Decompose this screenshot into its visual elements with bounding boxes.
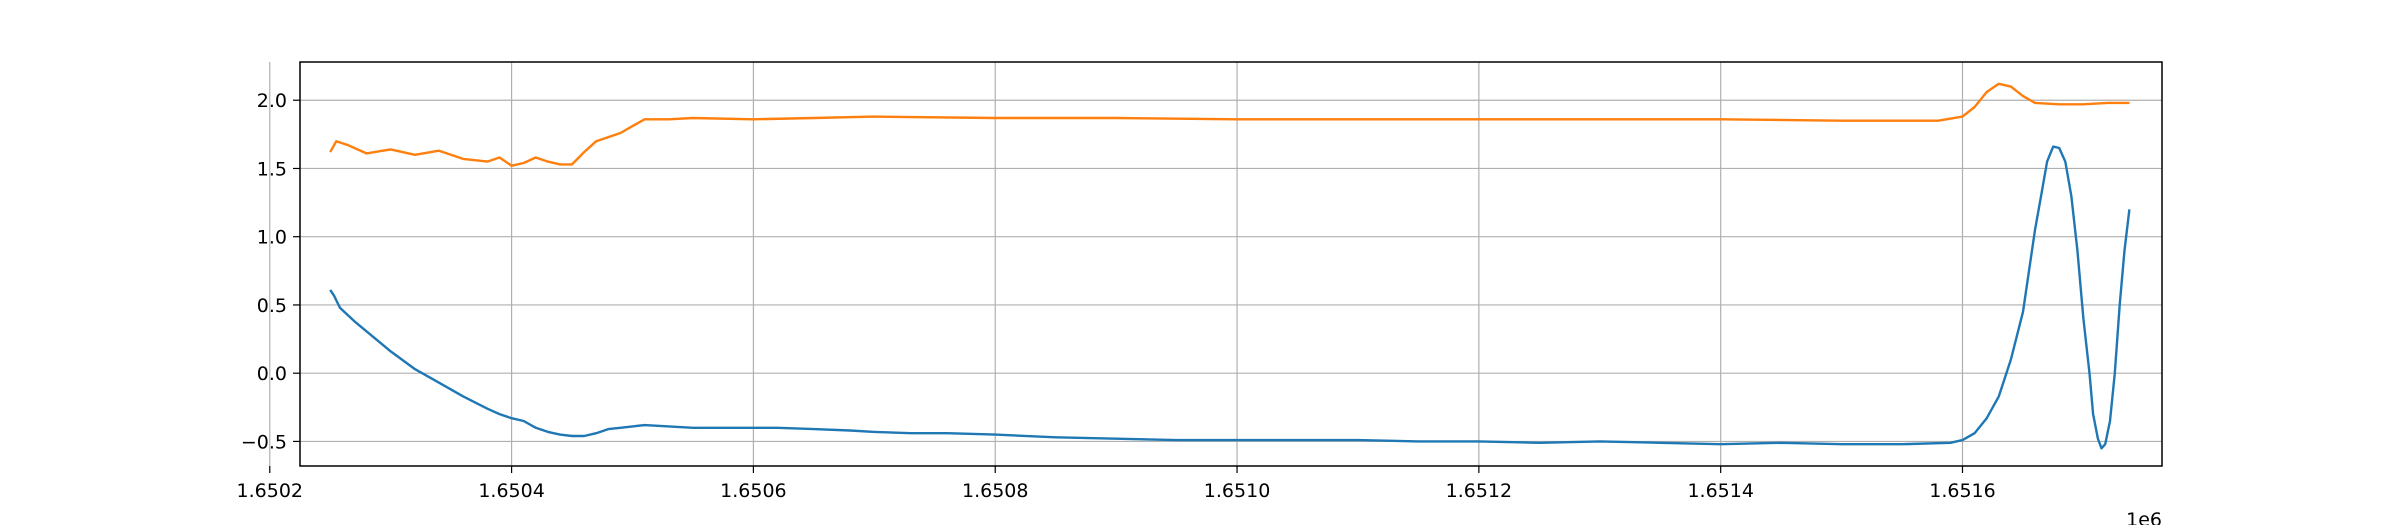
x-tick-label: 1.6502 (237, 480, 303, 502)
y-tick-label: 0.0 (257, 363, 287, 385)
x-tick-label: 1.6516 (1929, 480, 1995, 502)
grid (269, 62, 2162, 466)
x-offset-label: 1e6 (2126, 509, 2162, 525)
y-tick-label: 0.5 (257, 295, 287, 317)
y-tick-label: −0.5 (241, 431, 287, 453)
y-tick-label: 1.5 (257, 158, 287, 180)
x-tick-label: 1.6506 (720, 480, 786, 502)
x-tick-label: 1.6510 (1204, 480, 1270, 502)
x-tick-label: 1.6508 (962, 480, 1028, 502)
x-tick-label: 1.6504 (478, 480, 544, 502)
x-axis: 1.6502 1.6504 1.6506 1.6508 1.6510 1.6512 1.65… (237, 466, 1996, 502)
axes-frame (299, 61, 2163, 467)
plot-lines (329, 82, 2131, 450)
x-tick-label: 1.6512 (1446, 480, 1512, 502)
y-axis: −0.5 0.0 0.5 1.0 1.5 2.0 (241, 90, 300, 453)
series-line-2 (329, 82, 2130, 167)
x-tick-label: 1.6514 (1687, 480, 1753, 502)
y-tick-label: 1.0 (257, 227, 287, 249)
series-line-1 (329, 145, 2131, 450)
y-tick-label: 2.0 (257, 90, 287, 112)
